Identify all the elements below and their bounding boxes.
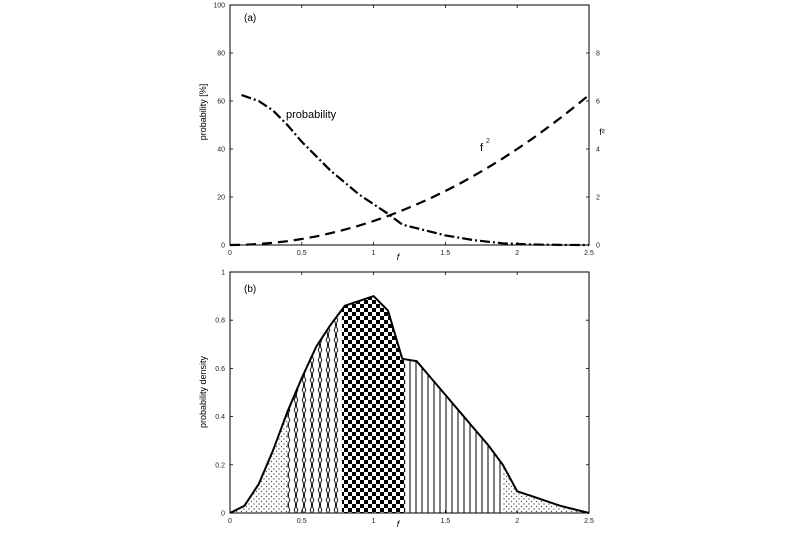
- y-tick-label: 20: [217, 195, 225, 202]
- region-vertical-lines: [405, 296, 503, 513]
- x-tick-label: 1.5: [441, 250, 451, 257]
- x-tick-label: 0.5: [297, 250, 307, 257]
- y-tick-label: 80: [217, 51, 225, 58]
- panel-b-label: (b): [244, 284, 256, 295]
- panel-a-annotation-f2: f 2: [480, 138, 490, 154]
- panel-b-x-axis-label: f: [397, 519, 401, 529]
- x-tick-label: 2: [515, 250, 519, 257]
- x-tick-label: 1.5: [441, 518, 451, 525]
- y2-tick-label: 0: [596, 243, 600, 250]
- panel-b: 0 0.5 1 1.5 2 2.5 0 0.2 0.4 0.6 0.8 1 (b) f probabi…: [198, 270, 594, 530]
- panel-a-frame: [229, 4, 590, 246]
- x-tick-label: 1: [372, 518, 376, 525]
- y-tick-label: 100: [213, 3, 225, 10]
- region-dots: [502, 296, 589, 513]
- series-probability-line: [241, 93, 590, 247]
- panel-a-label: (a): [244, 13, 256, 24]
- density-curve: [229, 294, 590, 514]
- y-tick-label: 0.4: [215, 414, 225, 421]
- series-f2-line: [229, 94, 590, 247]
- y-tick-label: 1: [221, 270, 225, 277]
- x-tick-label: 0: [228, 250, 232, 257]
- panel-a-annotation-probability: probability: [286, 109, 337, 121]
- panel-a-y-axis-label: probability [%]: [198, 84, 208, 141]
- x-tick-label: 1: [372, 250, 376, 257]
- x-tick-label: 0.5: [297, 518, 307, 525]
- y2-tick-label: 8: [596, 51, 600, 58]
- x-tick-label: 0: [228, 518, 232, 525]
- panel-b-frame: [229, 271, 590, 514]
- x-tick-label: 2.5: [584, 250, 594, 257]
- y-tick-label: 0.6: [215, 366, 225, 373]
- y-tick-label: 40: [217, 147, 225, 154]
- y-tick-label: 0: [221, 243, 225, 250]
- y2-tick-label: 6: [596, 99, 600, 106]
- annotation-f2-base: f: [480, 142, 484, 154]
- annotation-f2-superscript: 2: [486, 138, 490, 145]
- region-dots: [230, 296, 288, 513]
- x-tick-label: 2.5: [584, 518, 594, 525]
- x-tick-label: 2: [515, 518, 519, 525]
- y2-tick-label: 2: [596, 195, 600, 202]
- panel-a-y2-axis-label: f²: [599, 127, 605, 137]
- panel-b-y-axis-label: probability density: [198, 355, 208, 428]
- panel-a-x-axis-label: f: [397, 252, 401, 262]
- y-tick-label: 0: [221, 511, 225, 518]
- y-tick-label: 60: [217, 99, 225, 106]
- region-checkerboard: [342, 296, 406, 513]
- y-tick-label: 0.2: [215, 462, 225, 469]
- y2-tick-label: 4: [596, 147, 600, 154]
- y-tick-label: 0.8: [215, 318, 225, 325]
